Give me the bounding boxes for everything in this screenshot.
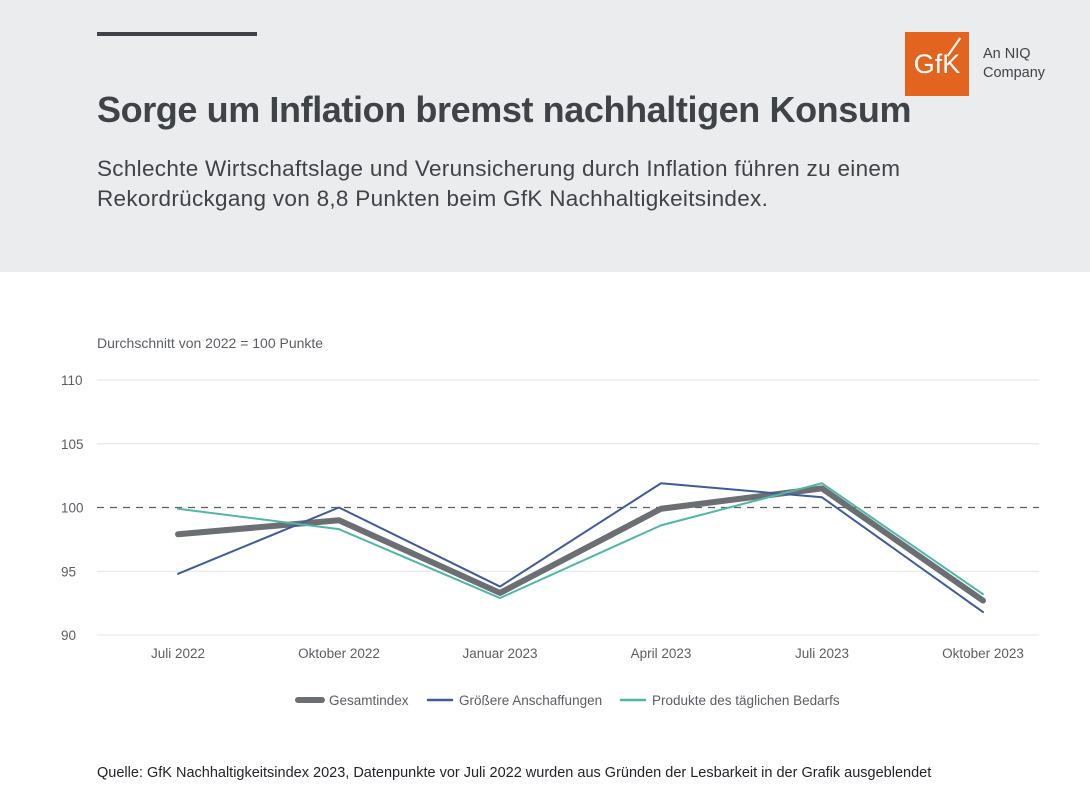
series-line-2: [177, 482, 984, 614]
y-tick-label: 105: [61, 437, 84, 452]
source-note: Quelle: GfK Nachhaltigkeitsindex 2023, D…: [97, 765, 932, 781]
y-tick-label: 90: [61, 628, 76, 643]
y-axis-label: Durchschnitt von 2022 = 100 Punkte: [97, 335, 323, 351]
x-tick-label: Juli 2022: [151, 646, 205, 661]
x-tick-label: Oktober 2022: [298, 646, 380, 661]
series-line-1: [175, 485, 986, 604]
line-chart: Durchschnitt von 2022 = 100 Punkte 90 95 10…: [61, 335, 1039, 708]
subtitle-line-2: Rekordrückgang von 8,8 Punkten beim GfK …: [97, 186, 769, 211]
page-title: Sorge um Inflation bremst nachhaltigen K…: [97, 89, 912, 130]
legend-label-1: Gesamtindex: [329, 693, 409, 708]
gfk-logo: GfK: [905, 32, 969, 96]
legend-label-3: Produkte des täglichen Bedarfs: [652, 693, 840, 708]
y-tick-label: 110: [61, 373, 83, 388]
logo-caption: An NIQ Company: [983, 45, 1045, 83]
series-line-3: [177, 482, 984, 600]
page-subtitle: Schlechte Wirtschaftslage und Verunsiche…: [97, 154, 997, 214]
subtitle-line-1: Schlechte Wirtschaftslage und Verunsiche…: [97, 156, 901, 181]
y-tick-label: 95: [61, 564, 76, 579]
logo-caption-line-2: Company: [983, 65, 1046, 81]
x-tick-label: Juli 2023: [795, 646, 849, 661]
gfk-logo-text: GfK: [913, 49, 961, 79]
logo-caption-line-1: An NIQ: [983, 46, 1031, 62]
legend-label-2: Größere Anschaffungen: [459, 693, 602, 708]
accent-bar: [97, 32, 257, 36]
x-tick-label: April 2023: [631, 646, 692, 661]
x-tick-label: Januar 2023: [462, 646, 537, 661]
y-tick-label: 100: [61, 501, 84, 516]
x-tick-label: Oktober 2023: [942, 646, 1024, 661]
